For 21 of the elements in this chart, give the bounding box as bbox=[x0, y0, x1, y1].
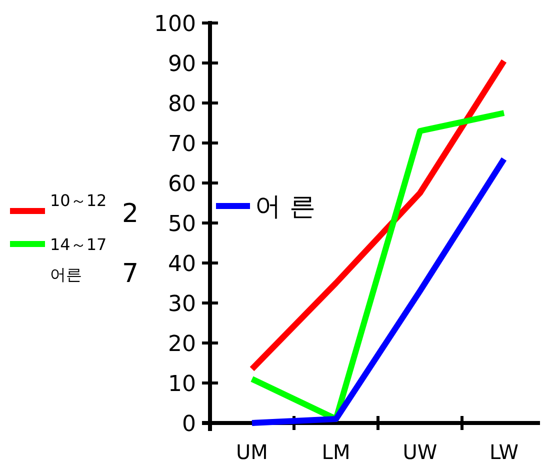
x-tick-label: LW bbox=[489, 440, 519, 464]
y-tick-label: 50 bbox=[168, 212, 196, 237]
y-tick-label: 60 bbox=[168, 172, 196, 197]
x-tick-label: UW bbox=[402, 440, 438, 464]
y-tick-label: 80 bbox=[168, 92, 196, 117]
y-tick-label: 70 bbox=[168, 132, 196, 157]
y-tick-label: 40 bbox=[168, 252, 196, 277]
legend-label: 어 른 bbox=[255, 192, 316, 222]
legend-label: 10～12 bbox=[50, 191, 107, 210]
text: 2 bbox=[122, 199, 139, 229]
text: 7 bbox=[122, 259, 139, 289]
x-tick-label: UM bbox=[236, 440, 268, 464]
y-tick-label: 90 bbox=[168, 52, 196, 77]
y-tick-label: 20 bbox=[168, 332, 196, 357]
y-tick-label: 30 bbox=[168, 292, 196, 317]
text: 어른 bbox=[50, 265, 82, 284]
legend-label: 14～17 bbox=[50, 235, 107, 254]
y-tick-label: 10 bbox=[168, 372, 196, 397]
x-tick-label: LM bbox=[322, 440, 350, 464]
y-tick-label: 0 bbox=[182, 412, 196, 437]
y-tick-label: 100 bbox=[154, 12, 196, 37]
